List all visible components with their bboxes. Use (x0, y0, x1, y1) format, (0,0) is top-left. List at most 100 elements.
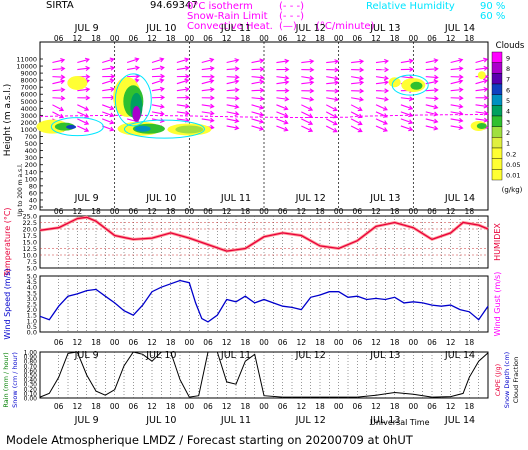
mid-axis-hour-tick: 06 (427, 207, 437, 216)
snow-y-label: Snow (cm / hour) (11, 352, 19, 408)
wind-arrow-head (209, 110, 215, 116)
wind-arrow-head (309, 80, 315, 86)
wind-arrow (102, 118, 114, 124)
wind-arrow-head (408, 105, 414, 111)
wind-arrow (450, 80, 463, 85)
bottom-axis-hour-tick: 00 (334, 402, 344, 411)
wind-arrow (400, 60, 413, 64)
wind-arrow (151, 66, 164, 71)
wind-arrow (201, 88, 214, 92)
wind-arrow-head (458, 79, 464, 85)
wind-arrow-head (433, 79, 439, 85)
wind-arrow-head (308, 106, 314, 111)
wind-arrow-head (483, 57, 489, 63)
bottom-axis-hour-tick: 12 (147, 402, 157, 411)
rain-axis-hour-tick: 00 (110, 338, 120, 347)
wind-arrow-head (110, 65, 116, 71)
wind-arrow-head (383, 75, 389, 81)
wind-arrow (251, 68, 264, 71)
rain-axis-hour-tick: 00 (334, 338, 344, 347)
wind-arrow (102, 79, 114, 85)
wind-arrow (52, 104, 64, 111)
legend-value: 3 (506, 118, 510, 126)
top-axis-day-label: JUL 12 (295, 23, 326, 34)
wind-arrow-head (483, 65, 489, 71)
wind-arrow (226, 80, 239, 85)
wind-arrow-head (309, 88, 315, 94)
rain-axis-hour-tick: 06 (278, 338, 288, 347)
wind-arrow (301, 76, 314, 80)
wind-arrow-head (234, 125, 240, 131)
wind-arrow (52, 97, 65, 99)
mid-axis-hour-tick: 00 (259, 207, 269, 216)
wind-arrow-head (60, 87, 66, 93)
legend-value: 9 (506, 54, 510, 62)
wind-arrow (226, 68, 239, 71)
wind-arrow (475, 88, 488, 92)
wind-arrow-head (384, 58, 389, 64)
mid-axis-hour-tick: 18 (315, 207, 325, 216)
bottom-axis-hour-tick: 00 (110, 402, 120, 411)
isotherm-label: 0°C isotherm (187, 1, 253, 12)
wind-arrow-head (284, 75, 290, 81)
rain-y-tick: 0.40 (24, 377, 38, 384)
cloud-y-tick: 11000 (16, 56, 37, 64)
wind-arrow-head (184, 57, 190, 63)
rain-axis-day-label: JUL 14 (444, 350, 475, 361)
legend-value: 8 (506, 65, 510, 73)
bottom-axis-hour-tick: 06 (203, 402, 213, 411)
wind-arrow-head (359, 96, 364, 102)
bottom-axis-hour-tick: 06 (54, 402, 64, 411)
wind-arrow (201, 58, 214, 64)
mid-axis-day-label: JUL 13 (369, 193, 400, 204)
wind-arrow (425, 59, 438, 64)
cloud-y-tick: 100 (25, 175, 37, 183)
wind-arrow-head (357, 106, 363, 112)
wind-arrow-head (160, 73, 166, 79)
wind-arrow (176, 79, 189, 85)
snowdepth-y-label: Snow Depth (cm) (503, 352, 511, 408)
cloud-y-tick: 2000 (20, 119, 37, 127)
rh-contour (123, 119, 205, 139)
wind-arrow-head (433, 104, 439, 110)
wind-y-tick: 1.0 (27, 317, 37, 325)
top-axis-day-label: JUL 10 (145, 23, 176, 34)
wind-arrow (375, 104, 388, 111)
isotherm-sym: (- - -) (279, 1, 304, 12)
wind-arrow (425, 97, 438, 100)
top-axis-hour-tick: 18 (91, 34, 101, 43)
wind-arrow-head (408, 96, 414, 102)
wind-arrow (326, 60, 339, 64)
wind-arrow (251, 59, 264, 64)
wind-arrow-head (259, 87, 265, 93)
wind-arrow-head (284, 88, 290, 94)
top-axis-hour-tick: 12 (371, 34, 381, 43)
wind-arrow (475, 58, 488, 64)
legend-title: Clouds (496, 41, 525, 51)
wind-arrow (276, 104, 288, 110)
wind-arrow-head (433, 125, 439, 131)
temperature-line (39, 216, 489, 252)
bottom-axis-hour-tick: 12 (371, 402, 381, 411)
wind-arrow (226, 97, 239, 99)
wind-arrow (251, 76, 264, 79)
wind-arrow-head (433, 66, 439, 72)
wind-arrow (425, 89, 438, 92)
wind-arrow (276, 81, 289, 85)
cloud-y-label-low: Up to 200 m a.s.l. (17, 163, 24, 216)
rh-label: Relative Humidity (366, 1, 455, 12)
wind-arrow-head (209, 87, 215, 93)
wind-arrow (326, 97, 339, 101)
wind-arrow-head (159, 118, 165, 124)
wind-arrow (425, 76, 438, 79)
wind-arrow (176, 104, 189, 108)
mid-axis-hour-tick: 00 (185, 207, 195, 216)
wind-arrow-head (210, 95, 215, 101)
rain-axis-hour-tick: 18 (390, 338, 400, 347)
wind-arrow-head (284, 66, 290, 73)
wind-arrow (276, 118, 288, 124)
rain-axis-hour-tick: 12 (371, 338, 381, 347)
mid-axis-day-label: JUL 11 (220, 193, 251, 204)
wind-arrow-head (159, 78, 165, 84)
mid-axis-hour-tick: 18 (91, 207, 101, 216)
